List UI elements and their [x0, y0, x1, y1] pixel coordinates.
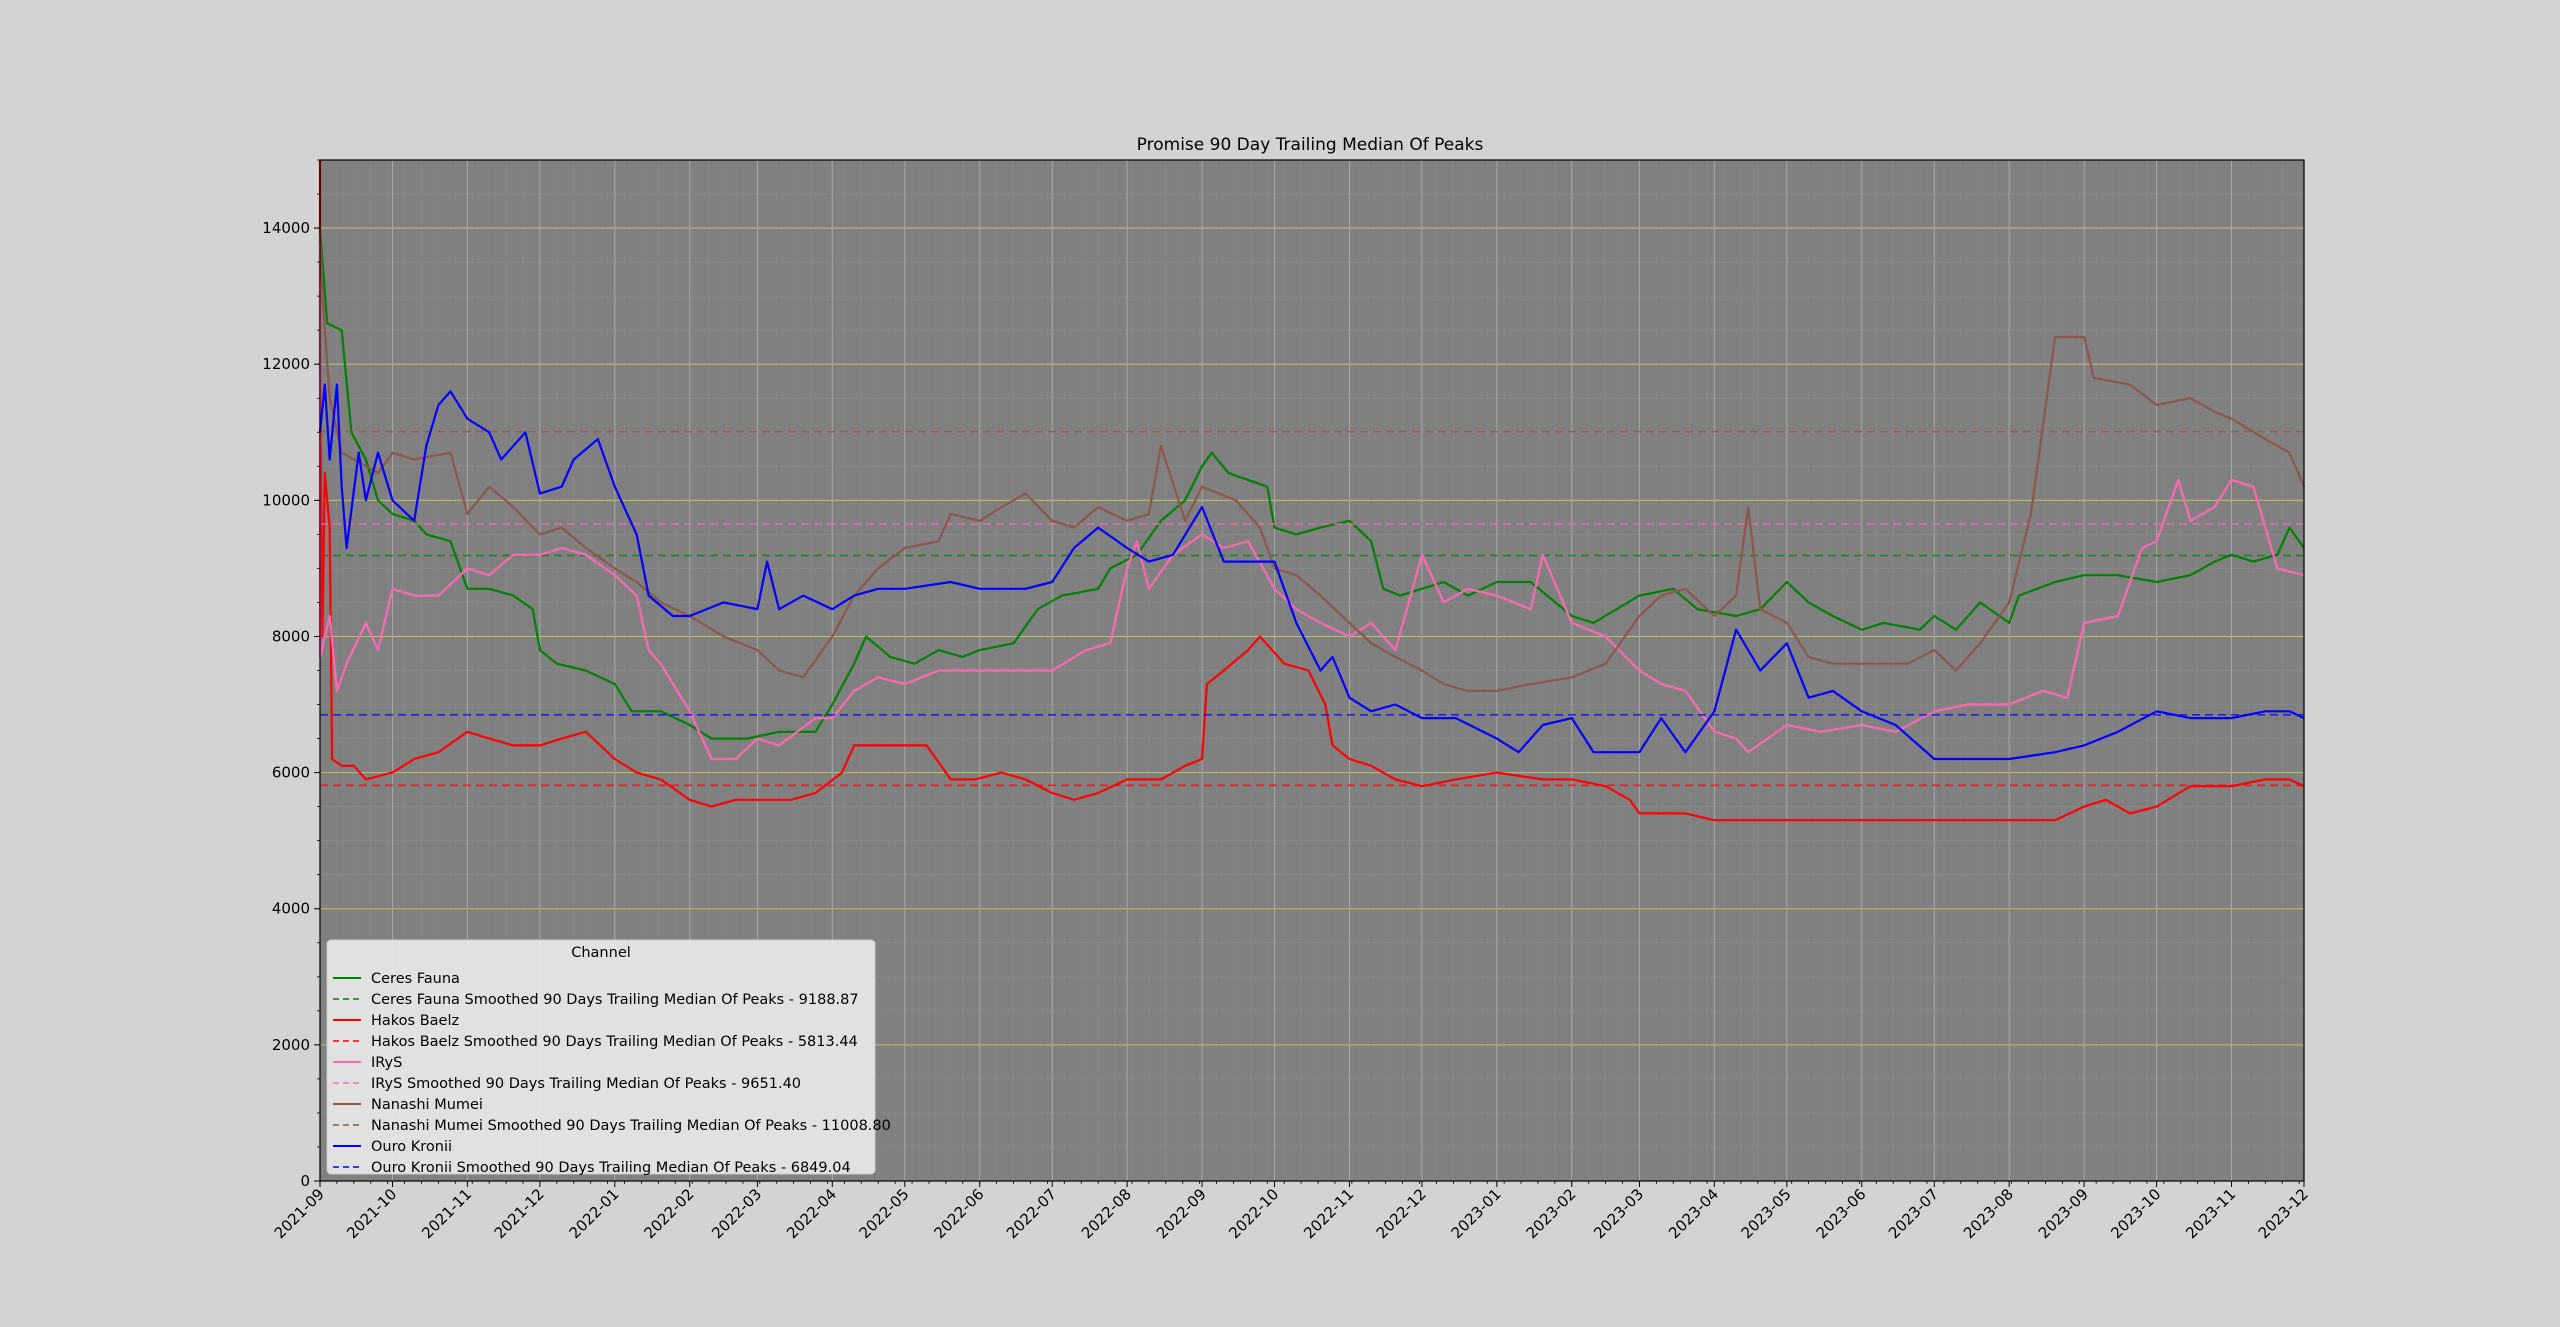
legend-label: IRyS Smoothed 90 Days Trailing Median Of…: [371, 1076, 801, 1092]
series-layer: [318, 160, 2306, 822]
legend-label: IRyS: [371, 1055, 402, 1071]
x-tick-label: 2023-04: [1665, 1185, 1722, 1242]
x-tick-label: 2022-11: [1300, 1185, 1357, 1242]
x-tick-label: 2022-05: [856, 1185, 913, 1242]
x-tick-label: 2023-12: [2255, 1185, 2312, 1242]
legend-box: [326, 939, 876, 1175]
legend-label: Ouro Kronii Smoothed 90 Days Trailing Me…: [371, 1160, 851, 1176]
legend-label: Hakos Baelz: [371, 1013, 459, 1029]
legend-label: Ceres Fauna: [371, 971, 460, 987]
x-tick-label: 2022-04: [783, 1185, 840, 1242]
x-tick-label: 2021-10: [343, 1185, 400, 1242]
y-tick-label: 4000: [272, 900, 310, 918]
y-tick-label: 2000: [272, 1036, 310, 1054]
x-tick-label: 2022-01: [566, 1185, 623, 1242]
legend: Channel Ceres Fauna Ceres Fauna Smoothed 9…: [326, 939, 891, 1176]
legend-label: Ouro Kronii: [371, 1139, 452, 1155]
series-line-8: [318, 383, 2305, 761]
legend-label: Nanashi Mumei Smoothed 90 Days Trailing …: [371, 1118, 891, 1134]
y-tick-label: 6000: [272, 764, 310, 782]
x-tick-label: 2023-05: [1738, 1185, 1795, 1242]
x-tick-label: 2022-10: [1225, 1185, 1282, 1242]
y-tick-label: 14000: [262, 219, 310, 237]
x-tick-label: 2021-12: [491, 1185, 548, 1242]
x-tick-label: 2022-02: [641, 1185, 698, 1242]
legend-label: Nanashi Mumei: [371, 1097, 483, 1113]
y-tick-label: 10000: [262, 491, 310, 509]
legend-label: Ceres Fauna Smoothed 90 Days Trailing Me…: [371, 992, 859, 1008]
x-tick-label: 2023-06: [1813, 1185, 1870, 1242]
x-tick-label: 2023-08: [1960, 1185, 2017, 1242]
series-line-2: [318, 160, 2305, 822]
x-tick-label: 2022-07: [1003, 1185, 1060, 1242]
legend-title: Channel: [571, 945, 631, 961]
y-tick-label: 8000: [272, 627, 310, 645]
x-tick-label: 2022-08: [1078, 1185, 1135, 1242]
x-tick-label: 2023-10: [2107, 1185, 2164, 1242]
x-tick-label: 2022-09: [1153, 1185, 1210, 1242]
chart-title: Promise 90 Day Trailing Median Of Peaks: [1137, 135, 1484, 155]
series-line-4: [318, 228, 2305, 761]
x-tick-label: 2023-02: [1523, 1185, 1580, 1242]
grid-layer: [319, 159, 2305, 1182]
x-tick-label: 2023-07: [1885, 1185, 1942, 1242]
x-tick-label: 2023-09: [2035, 1185, 2092, 1242]
x-tick-label: 2022-03: [708, 1185, 765, 1242]
y-tick-label: 12000: [262, 355, 310, 373]
series-line-0: [318, 228, 2305, 740]
x-tick-label: 2022-06: [930, 1185, 987, 1242]
x-tick-label: 2021-09: [271, 1185, 328, 1242]
x-tick-label: 2023-03: [1590, 1185, 1647, 1242]
x-tick-label: 2023-11: [2182, 1185, 2239, 1242]
legend-label: Hakos Baelz Smoothed 90 Days Trailing Me…: [371, 1034, 858, 1050]
x-tick-label: 2023-01: [1448, 1185, 1505, 1242]
x-tick-label: 2022-12: [1373, 1185, 1430, 1242]
x-tick-label: 2021-11: [418, 1185, 475, 1242]
y-tick-label: 0: [300, 1172, 310, 1190]
series-line-6: [318, 228, 2306, 692]
